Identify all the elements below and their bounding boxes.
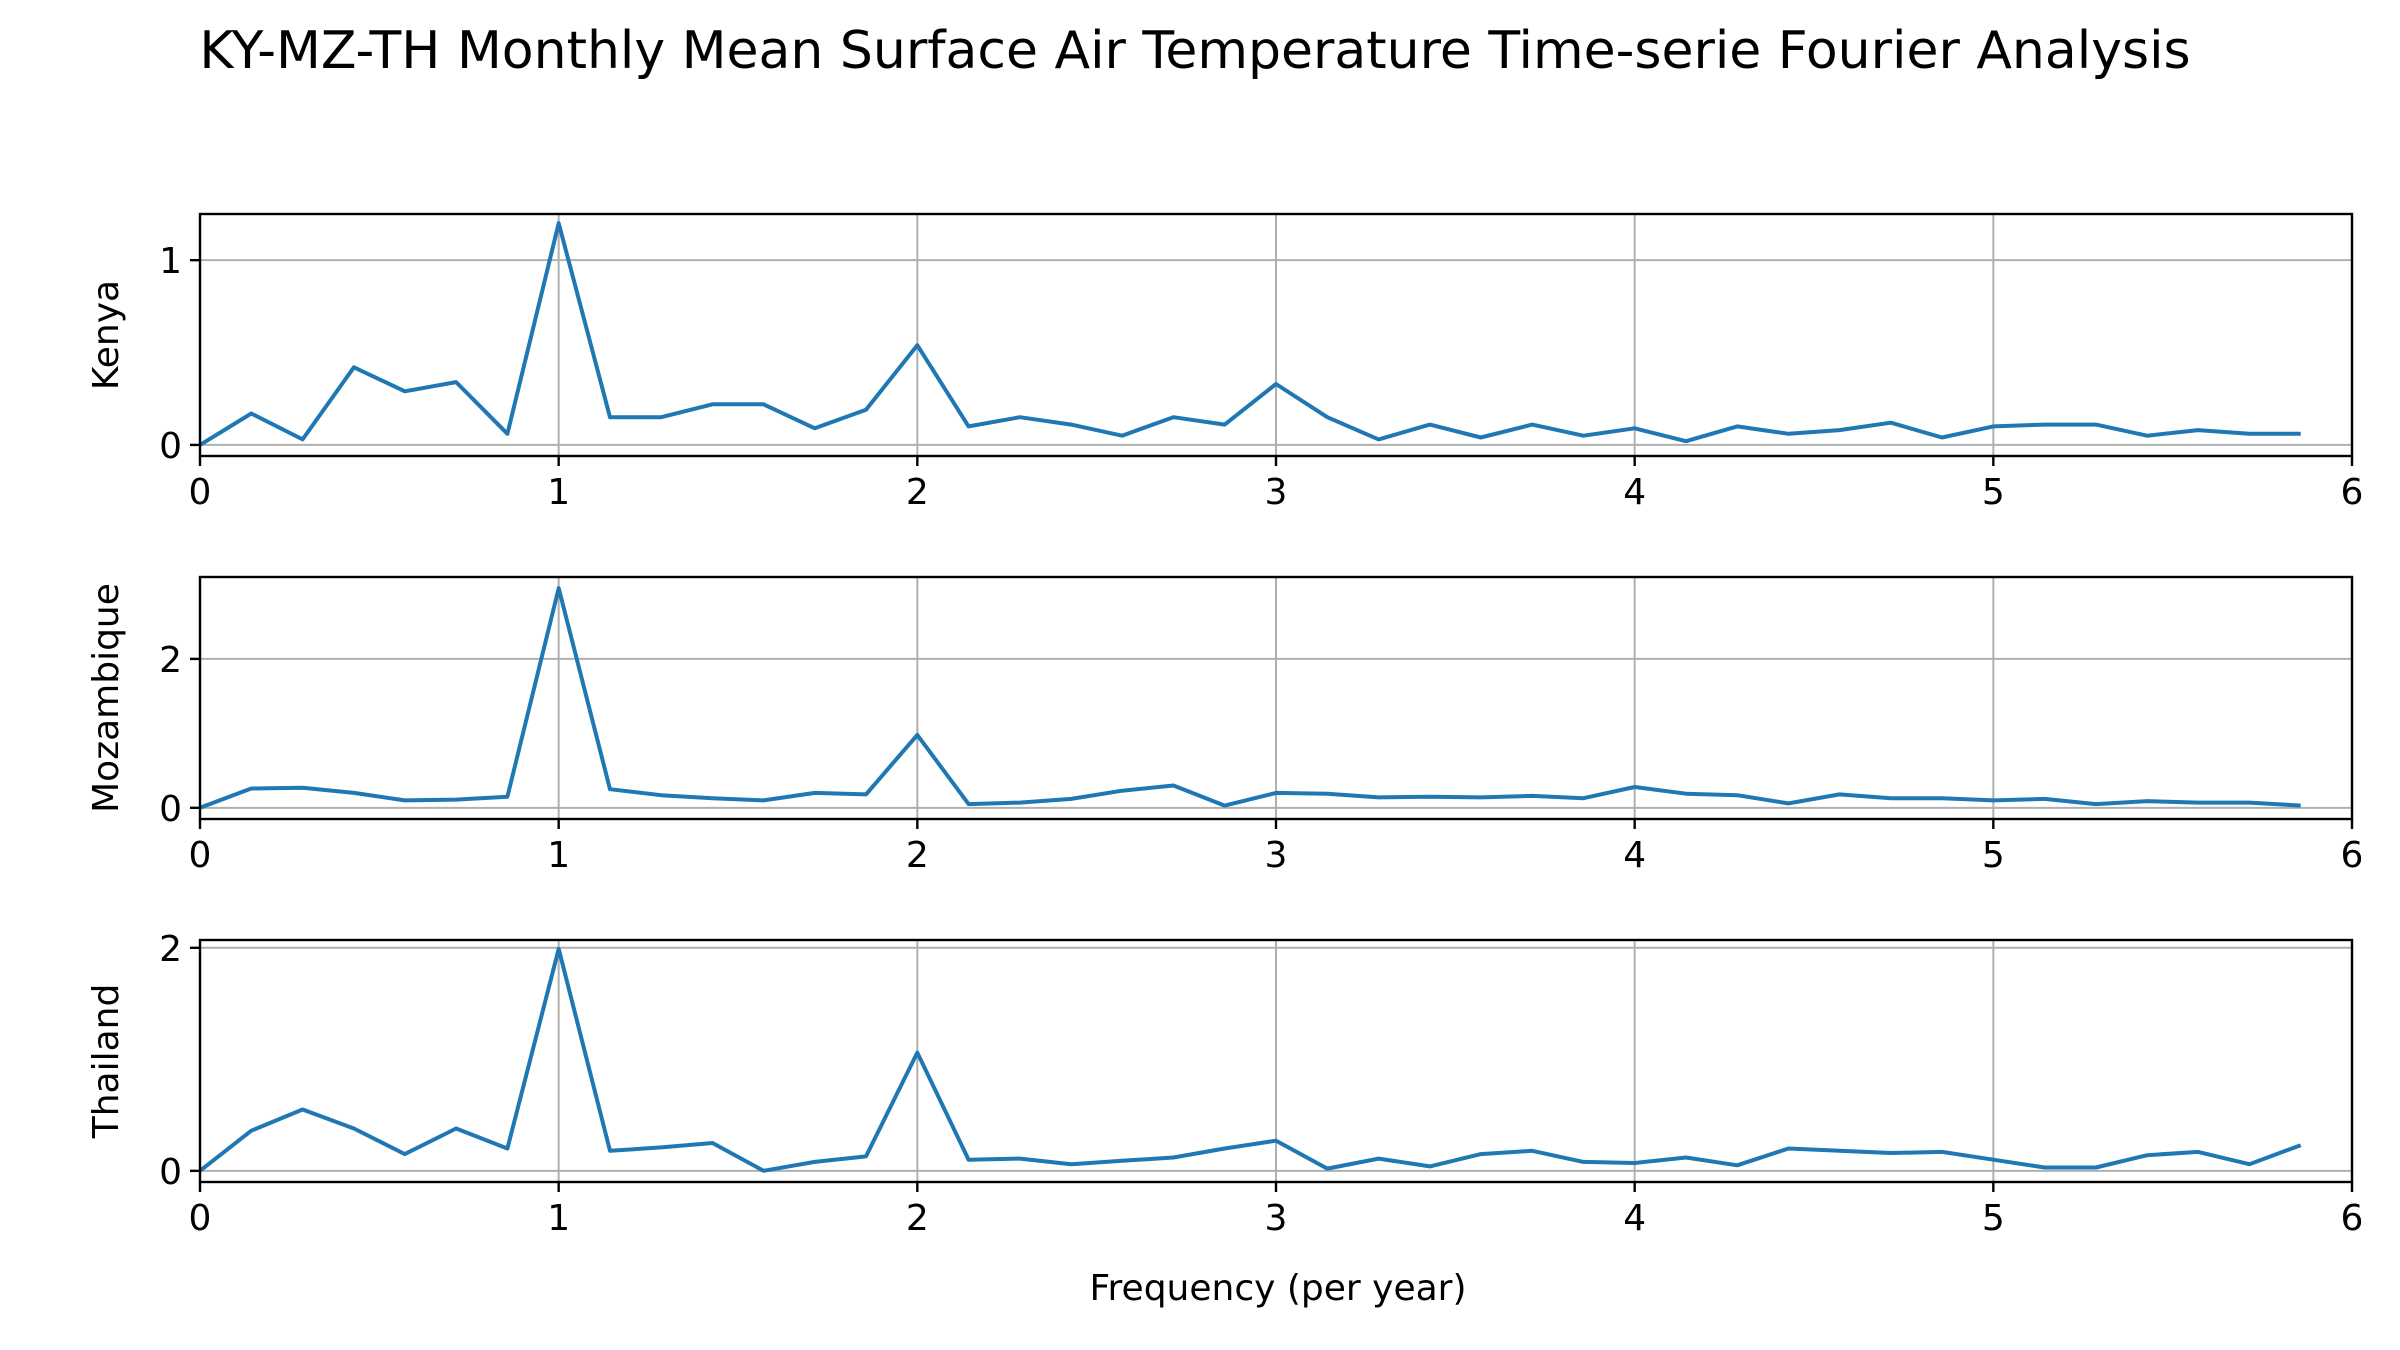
x-tick-label: 4: [1623, 1198, 1646, 1239]
x-tick-label: 5: [1982, 472, 2005, 513]
chart-title: KY-MZ-TH Monthly Mean Surface Air Temper…: [199, 21, 2190, 81]
x-tick-label: 3: [1265, 835, 1288, 876]
x-tick-label: 5: [1982, 835, 2005, 876]
x-tick-label: 5: [1982, 1198, 2005, 1239]
x-tick-label: 3: [1265, 1198, 1288, 1239]
grid-lines: [200, 214, 2352, 456]
panel-kenya: 0 1 2 3 4 5 6 0 1 Kenya: [86, 212, 2363, 513]
y-tick-label: 1: [159, 241, 182, 282]
grid-lines: [200, 577, 2352, 819]
x-tick-label: 3: [1265, 472, 1288, 513]
y-axis-label: Thailand: [86, 984, 127, 1140]
x-tick-label: 1: [547, 472, 570, 513]
x-tick-label: 6: [2341, 1198, 2364, 1239]
x-axis-label: Frequency (per year): [1089, 1268, 1466, 1309]
y-axis-label: Mozambique: [86, 583, 127, 813]
series-line: [198, 946, 2302, 1173]
series-line: [199, 586, 2301, 810]
x-tick-label: 4: [1623, 472, 1646, 513]
x-tick-label: 0: [189, 472, 212, 513]
x-tick-label: 6: [2341, 472, 2364, 513]
x-tick-label: 4: [1623, 835, 1646, 876]
x-tick-label: 6: [2341, 835, 2364, 876]
x-tick-label: 0: [189, 1198, 212, 1239]
panel-thailand: 0 1 2 3 4 5 6 0 2 Thailand: [86, 929, 2363, 1239]
x-tick-label: 2: [906, 835, 929, 876]
tick-marks: 0 1 2 3 4 5 6 0 2: [159, 929, 2363, 1239]
series-line: [198, 221, 2301, 447]
y-axis-label: Kenya: [86, 280, 127, 390]
x-tick-label: 0: [189, 835, 212, 876]
x-tick-label: 1: [547, 1198, 570, 1239]
panel-mozambique: 0 1 2 3 4 5 6 0 2 Mozambique: [86, 575, 2363, 876]
tick-marks: 0 1 2 3 4 5 6 0 2: [159, 640, 2363, 876]
y-tick-label: 2: [159, 640, 182, 681]
tick-marks: 0 1 2 3 4 5 6 0 1: [159, 241, 2363, 513]
x-tick-label: 2: [906, 472, 929, 513]
x-tick-label: 1: [547, 835, 570, 876]
y-tick-label: 0: [159, 789, 182, 830]
y-tick-label: 0: [159, 1152, 182, 1193]
y-tick-label: 0: [159, 426, 182, 467]
x-tick-label: 2: [906, 1198, 929, 1239]
y-tick-label: 2: [159, 929, 182, 970]
